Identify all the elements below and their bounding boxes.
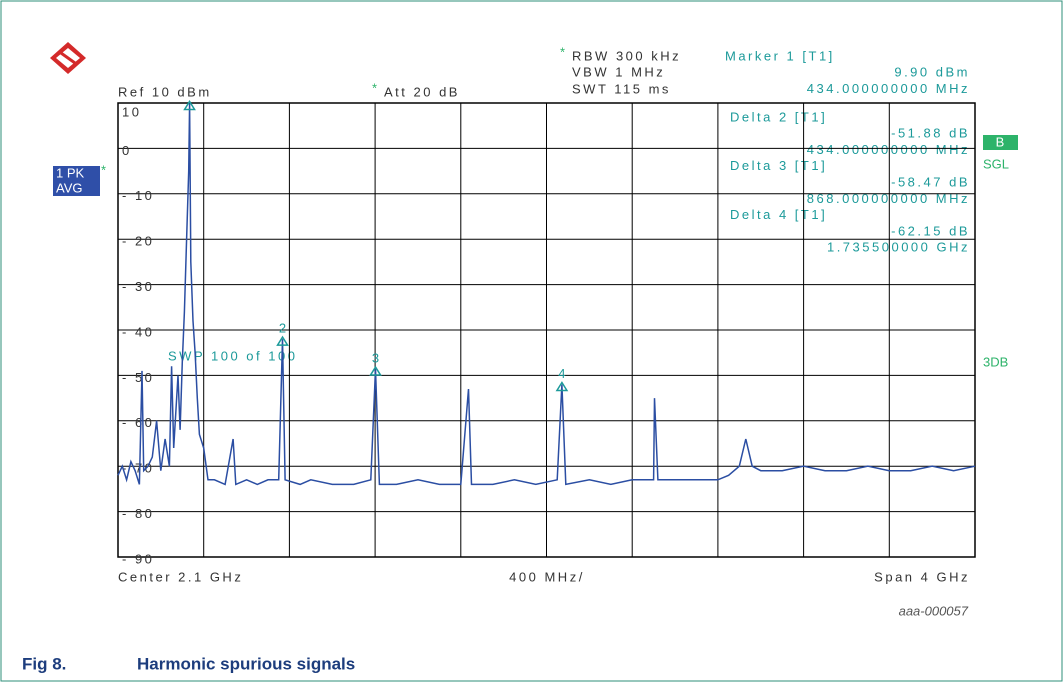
vbw: VBW 1 MHz: [572, 64, 665, 79]
center-frequency: Center 2.1 GHz: [118, 569, 243, 584]
y-tick-label: - 80: [122, 506, 154, 521]
marker-readout: 434.000000000 MHz: [807, 81, 970, 96]
sweep-count: SWP 100 of 100: [168, 348, 297, 363]
attenuation: Att 20 dB: [384, 84, 460, 99]
swt: SWT 115 ms: [572, 81, 671, 96]
y-tick-label: - 30: [122, 279, 154, 294]
marker-readout: -58.47 dB: [891, 175, 970, 190]
y-tick-label: - 90: [122, 551, 154, 566]
figure-id: aaa-000057: [899, 603, 969, 618]
marker: [555, 381, 569, 392]
sgl-label: SGL: [983, 156, 1009, 171]
division: 400 MHz/: [509, 569, 585, 584]
marker-readout: Marker 1 [T1]: [725, 48, 835, 63]
logo: [50, 42, 86, 74]
marker-readout: Delta 2 [T1]: [730, 109, 827, 124]
y-tick-label: - 60: [122, 415, 154, 430]
b-box: [983, 135, 1018, 150]
y-tick-label: - 10: [122, 188, 154, 203]
marker-readout: Delta 3 [T1]: [730, 158, 827, 173]
rbw: RBW 300 kHz: [572, 48, 681, 63]
marker-readout: Delta 4 [T1]: [730, 207, 827, 222]
y-tick-label: - 20: [122, 234, 154, 249]
trace-box: [53, 166, 100, 196]
ref-level: Ref 10 dBm: [118, 84, 212, 99]
trace-mode: AVG: [56, 180, 83, 195]
db-label: 3DB: [983, 354, 1008, 369]
marker: [183, 100, 196, 111]
marker: [369, 365, 382, 376]
marker-label: 4: [558, 366, 565, 381]
trace-flag: *: [101, 162, 106, 177]
marker-readout: -62.15 dB: [891, 223, 970, 238]
marker-readout: 868.000000000 MHz: [807, 191, 970, 206]
b-label: B: [996, 134, 1005, 149]
y-tick-label: - 70: [122, 461, 154, 476]
y-tick-label: 0: [122, 143, 132, 158]
att-flag: *: [372, 80, 377, 95]
caption-title: Harmonic spurious signals: [137, 654, 355, 673]
marker: [276, 335, 289, 346]
rbw-flag: *: [560, 44, 565, 59]
span: Span 4 GHz: [874, 569, 970, 584]
y-tick-label: 10: [122, 104, 141, 119]
marker-readout: 1.735500000 GHz: [827, 240, 970, 255]
marker-readout: 434.000000000 MHz: [807, 142, 970, 157]
caption-number: Fig 8.: [22, 654, 66, 673]
trace-label: 1 PK: [56, 165, 85, 180]
marker-readout: 9.90 dBm: [894, 65, 970, 80]
y-tick-label: - 50: [122, 370, 154, 385]
marker-readout: -51.88 dB: [891, 126, 970, 141]
marker-label: 2: [279, 321, 286, 336]
trace: [117, 103, 976, 486]
y-tick-label: - 40: [122, 324, 154, 339]
marker-label: 3: [372, 350, 379, 365]
